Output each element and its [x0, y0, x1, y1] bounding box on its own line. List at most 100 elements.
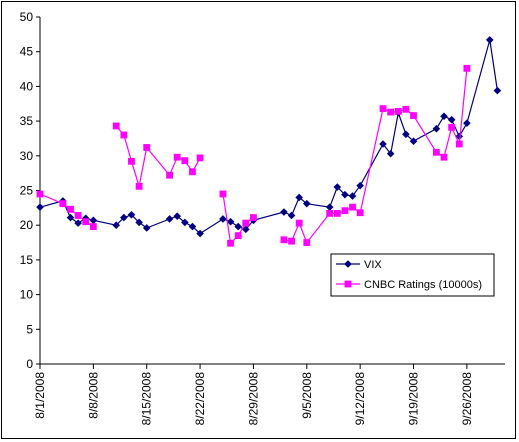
x-tick-label: 8/8/2008 — [86, 372, 100, 419]
data-point — [348, 192, 357, 200]
data-point — [67, 205, 74, 213]
data-point — [120, 131, 128, 139]
data-point — [112, 221, 121, 229]
data-point — [234, 222, 242, 231]
data-point — [189, 168, 196, 176]
series-vix — [36, 36, 502, 238]
data-point — [66, 213, 75, 222]
data-point — [455, 140, 463, 148]
series-line — [115, 125, 201, 187]
legend-label: CNBC Ratings (10000s) — [364, 279, 482, 291]
data-point — [326, 210, 334, 217]
data-point — [173, 212, 182, 220]
series-cnbc-ratings — [36, 64, 471, 247]
data-point — [402, 130, 410, 139]
data-point — [227, 239, 234, 247]
x-tick-label: 9/5/2008 — [300, 372, 314, 419]
data-point — [409, 137, 418, 146]
data-point — [402, 105, 410, 113]
data-point — [135, 182, 143, 190]
x-tick-label: 8/15/2008 — [140, 372, 154, 426]
data-point — [440, 112, 448, 121]
x-tick-label: 8/29/2008 — [246, 372, 260, 426]
data-point — [349, 203, 356, 211]
data-point — [325, 203, 334, 211]
legend-swatch-marker — [344, 260, 352, 268]
data-point — [89, 216, 98, 225]
x-tick-label: 9/19/2008 — [407, 372, 421, 426]
y-tick-label: 20 — [20, 218, 34, 232]
y-tick-label: 10 — [20, 288, 34, 302]
data-point — [440, 153, 448, 161]
data-point — [127, 210, 136, 219]
data-point — [432, 124, 441, 133]
data-point — [356, 209, 364, 217]
y-tick-label: 30 — [20, 149, 34, 163]
data-point — [219, 215, 227, 223]
data-point — [234, 232, 242, 240]
data-point — [181, 218, 189, 227]
data-point — [165, 215, 174, 223]
y-tick-label: 25 — [20, 184, 34, 198]
data-point — [120, 213, 128, 222]
data-point — [36, 203, 44, 211]
data-point — [394, 107, 402, 115]
data-point — [333, 210, 341, 217]
data-point — [463, 64, 471, 72]
x-tick-label: 8/1/2008 — [33, 372, 47, 419]
data-point — [188, 222, 197, 231]
data-point — [242, 219, 250, 227]
data-point — [379, 140, 387, 148]
series-line — [39, 39, 498, 235]
data-point — [485, 36, 494, 44]
data-point — [493, 86, 502, 95]
data-point — [242, 225, 250, 234]
data-point — [226, 217, 235, 226]
y-axis: 0 5 10 15 20 25 30 35 40 45 50 — [20, 10, 41, 371]
data-point — [387, 108, 395, 116]
data-point — [341, 207, 349, 215]
x-tick-label: 9/12/2008 — [353, 372, 367, 426]
x-tick-label: 8/22/2008 — [193, 372, 207, 426]
data-point — [59, 200, 67, 208]
data-point — [135, 218, 143, 227]
data-point — [303, 199, 311, 208]
data-point — [36, 190, 44, 198]
data-point — [341, 190, 349, 199]
data-point — [89, 223, 97, 230]
data-point — [287, 211, 296, 220]
data-point — [112, 122, 120, 130]
y-tick-label: 40 — [20, 79, 34, 93]
data-point — [386, 149, 395, 158]
data-point — [410, 112, 417, 119]
data-point — [82, 218, 90, 226]
data-point — [81, 214, 90, 223]
data-point — [219, 190, 227, 198]
data-point — [295, 193, 303, 202]
data-point — [455, 132, 464, 141]
data-point — [74, 212, 82, 219]
data-point — [356, 181, 364, 190]
legend: VIX CNBC Ratings (10000s) — [330, 253, 495, 297]
data-point — [303, 239, 311, 246]
data-point — [432, 148, 440, 156]
data-point — [196, 229, 204, 238]
data-point — [447, 115, 456, 124]
data-point — [143, 144, 151, 151]
series-layer — [36, 36, 502, 247]
y-tick-label: 0 — [26, 357, 33, 371]
data-point — [166, 171, 173, 179]
data-point — [250, 214, 257, 221]
data-point — [128, 157, 135, 165]
data-point — [448, 123, 456, 131]
data-point — [173, 153, 181, 161]
x-tick-label: 9/26/2008 — [460, 372, 474, 426]
y-tick-label: 15 — [20, 253, 34, 267]
data-point — [288, 237, 295, 245]
y-tick-label: 50 — [20, 10, 34, 24]
legend-label: VIX — [364, 259, 382, 271]
x-axis: 8/1/2008 8/8/2008 8/15/2008 8/22/2008 8/29/2… — [33, 363, 505, 426]
y-tick-label: 5 — [26, 322, 33, 336]
data-point — [280, 236, 288, 244]
